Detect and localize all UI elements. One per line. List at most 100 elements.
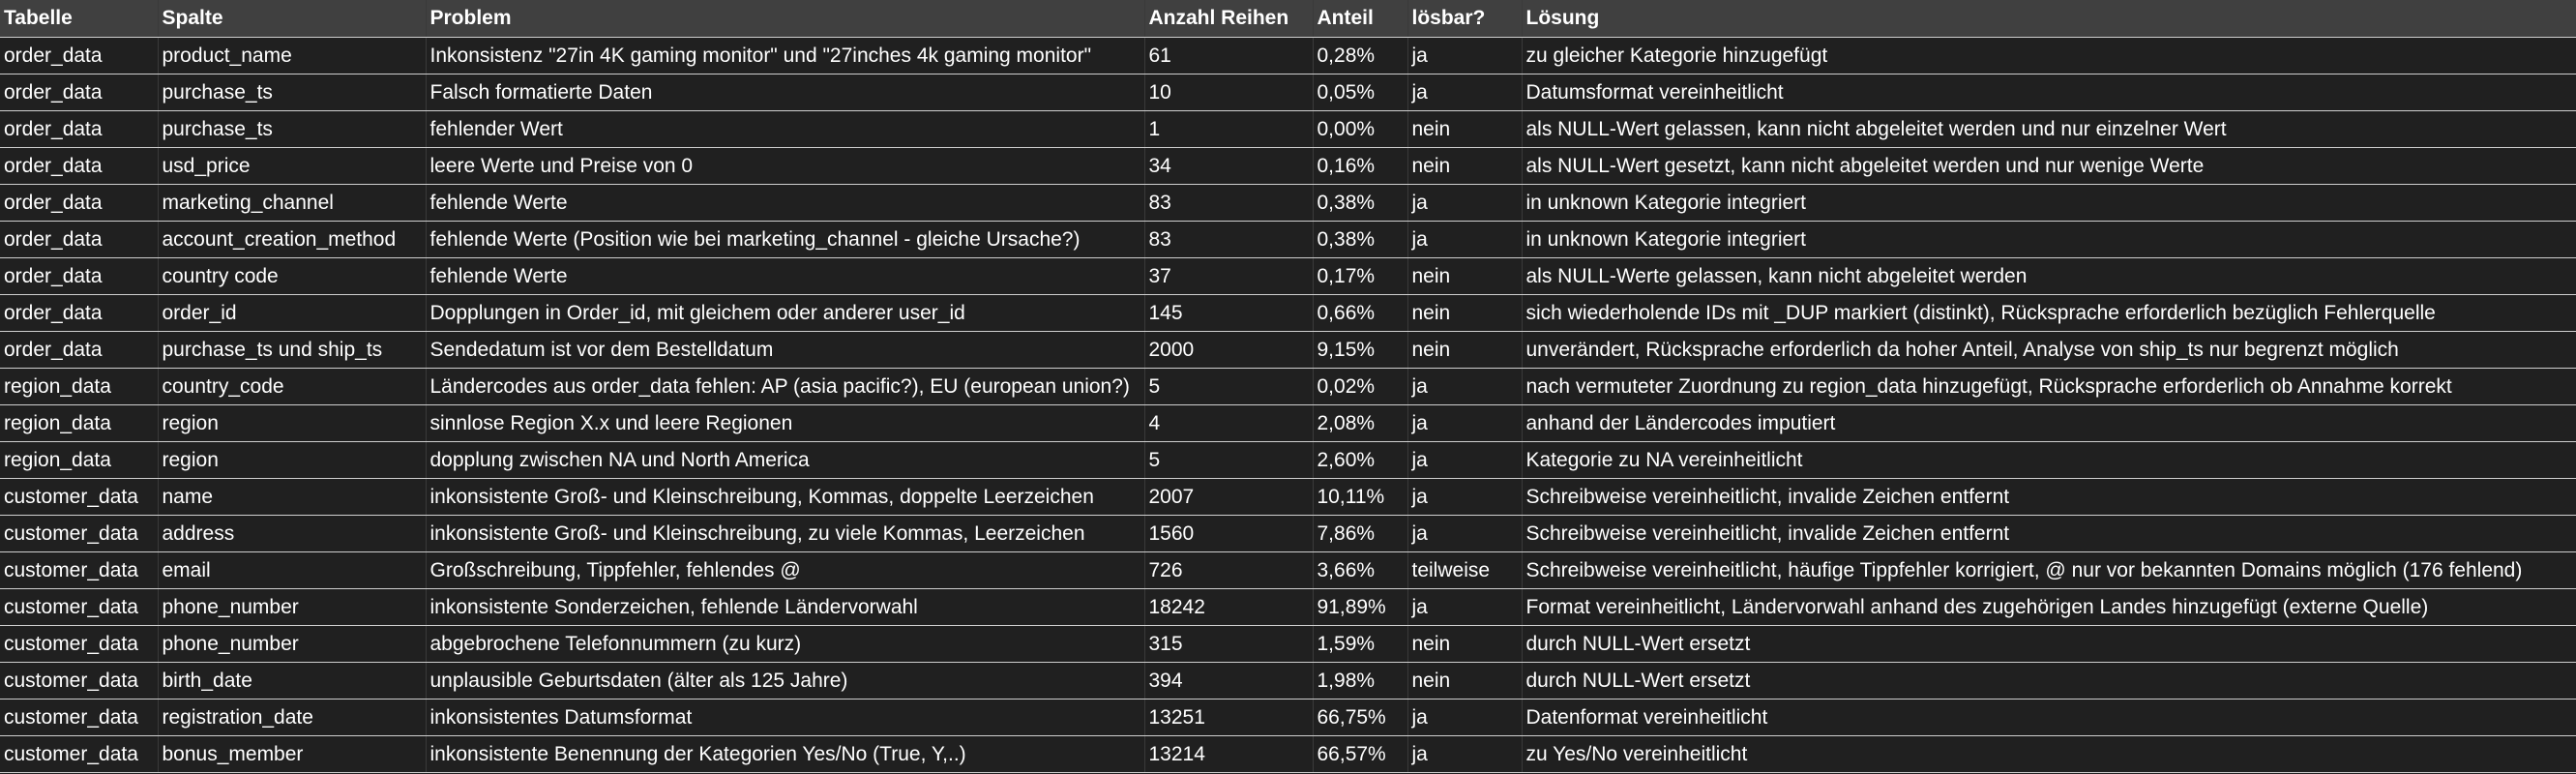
cell-loesbar[interactable]: ja bbox=[1407, 74, 1523, 111]
cell-anteil[interactable]: 7,86% bbox=[1313, 515, 1408, 552]
cell-spalte[interactable]: region bbox=[158, 404, 427, 442]
cell-anzahl-reihen[interactable]: 13214 bbox=[1144, 735, 1314, 773]
cell-spalte[interactable]: country_code bbox=[158, 368, 427, 405]
cell-problem[interactable]: Falsch formatierte Daten bbox=[426, 74, 1145, 111]
cell-spalte[interactable]: purchase_ts und ship_ts bbox=[158, 331, 427, 369]
cell-tabelle[interactable]: customer_data bbox=[0, 625, 159, 663]
cell-anteil[interactable]: 91,89% bbox=[1313, 588, 1408, 626]
cell-loesung[interactable]: als NULL-Wert gesetzt, kann nicht abgele… bbox=[1522, 147, 2576, 185]
cell-anteil[interactable]: 3,66% bbox=[1313, 551, 1408, 589]
header-cell-spalte[interactable]: Spalte bbox=[158, 0, 427, 38]
cell-spalte[interactable]: region bbox=[158, 441, 427, 479]
cell-anteil[interactable]: 9,15% bbox=[1313, 331, 1408, 369]
cell-spalte[interactable]: birth_date bbox=[158, 662, 427, 700]
cell-anzahl-reihen[interactable]: 83 bbox=[1144, 221, 1314, 258]
cell-anteil[interactable]: 0,17% bbox=[1313, 257, 1408, 295]
cell-loesbar[interactable]: teilweise bbox=[1407, 551, 1523, 589]
cell-anteil[interactable]: 0,38% bbox=[1313, 221, 1408, 258]
cell-anzahl-reihen[interactable]: 61 bbox=[1144, 37, 1314, 74]
cell-problem[interactable]: fehlender Wert bbox=[426, 110, 1145, 148]
cell-anzahl-reihen[interactable]: 1 bbox=[1144, 110, 1314, 148]
cell-loesbar[interactable]: ja bbox=[1407, 699, 1523, 736]
cell-loesung[interactable]: zu Yes/No vereinheitlicht bbox=[1522, 735, 2576, 773]
cell-anzahl-reihen[interactable]: 315 bbox=[1144, 625, 1314, 663]
cell-loesung[interactable]: anhand der Ländercodes imputiert bbox=[1522, 404, 2576, 442]
header-cell-anzahl-reihen[interactable]: Anzahl Reihen bbox=[1144, 0, 1314, 38]
cell-spalte[interactable]: order_id bbox=[158, 294, 427, 332]
cell-anzahl-reihen[interactable]: 2007 bbox=[1144, 478, 1314, 516]
cell-anteil[interactable]: 2,60% bbox=[1313, 441, 1408, 479]
cell-loesung[interactable]: durch NULL-Wert ersetzt bbox=[1522, 625, 2576, 663]
cell-problem[interactable]: inkonsistente Groß- und Kleinschreibung,… bbox=[426, 478, 1145, 516]
cell-loesbar[interactable]: ja bbox=[1407, 588, 1523, 626]
cell-problem[interactable]: Dopplungen in Order_id, mit gleichem ode… bbox=[426, 294, 1145, 332]
cell-anzahl-reihen[interactable]: 4 bbox=[1144, 404, 1314, 442]
cell-spalte[interactable]: purchase_ts bbox=[158, 110, 427, 148]
cell-loesbar[interactable]: ja bbox=[1407, 404, 1523, 442]
cell-loesbar[interactable]: ja bbox=[1407, 221, 1523, 258]
cell-anzahl-reihen[interactable]: 5 bbox=[1144, 441, 1314, 479]
cell-problem[interactable]: inkonsistentes Datumsformat bbox=[426, 699, 1145, 736]
cell-loesbar[interactable]: ja bbox=[1407, 184, 1523, 222]
cell-anzahl-reihen[interactable]: 34 bbox=[1144, 147, 1314, 185]
cell-loesbar[interactable]: ja bbox=[1407, 37, 1523, 74]
cell-anzahl-reihen[interactable]: 145 bbox=[1144, 294, 1314, 332]
cell-problem[interactable]: Großschreibung, Tippfehler, fehlendes @ bbox=[426, 551, 1145, 589]
cell-spalte[interactable]: usd_price bbox=[158, 147, 427, 185]
cell-tabelle[interactable]: order_data bbox=[0, 147, 159, 185]
cell-anzahl-reihen[interactable]: 18242 bbox=[1144, 588, 1314, 626]
cell-anteil[interactable]: 0,66% bbox=[1313, 294, 1408, 332]
cell-spalte[interactable]: registration_date bbox=[158, 699, 427, 736]
cell-loesbar[interactable]: nein bbox=[1407, 331, 1523, 369]
cell-problem[interactable]: fehlende Werte bbox=[426, 257, 1145, 295]
cell-tabelle[interactable]: order_data bbox=[0, 110, 159, 148]
cell-anzahl-reihen[interactable]: 10 bbox=[1144, 74, 1314, 111]
cell-anteil[interactable]: 0,00% bbox=[1313, 110, 1408, 148]
cell-tabelle[interactable]: customer_data bbox=[0, 551, 159, 589]
cell-loesbar[interactable]: nein bbox=[1407, 625, 1523, 663]
cell-anteil[interactable]: 66,75% bbox=[1313, 699, 1408, 736]
cell-loesbar[interactable]: nein bbox=[1407, 147, 1523, 185]
cell-spalte[interactable]: email bbox=[158, 551, 427, 589]
cell-spalte[interactable]: name bbox=[158, 478, 427, 516]
cell-problem[interactable]: abgebrochene Telefonnummern (zu kurz) bbox=[426, 625, 1145, 663]
cell-anzahl-reihen[interactable]: 5 bbox=[1144, 368, 1314, 405]
cell-loesbar[interactable]: nein bbox=[1407, 662, 1523, 700]
cell-spalte[interactable]: purchase_ts bbox=[158, 74, 427, 111]
cell-tabelle[interactable]: region_data bbox=[0, 441, 159, 479]
cell-tabelle[interactable]: order_data bbox=[0, 37, 159, 74]
cell-anteil[interactable]: 1,98% bbox=[1313, 662, 1408, 700]
cell-problem[interactable]: inkonsistente Groß- und Kleinschreibung,… bbox=[426, 515, 1145, 552]
cell-spalte[interactable]: marketing_channel bbox=[158, 184, 427, 222]
cell-problem[interactable]: leere Werte und Preise von 0 bbox=[426, 147, 1145, 185]
cell-loesbar[interactable]: ja bbox=[1407, 515, 1523, 552]
cell-anteil[interactable]: 0,28% bbox=[1313, 37, 1408, 74]
cell-loesbar[interactable]: nein bbox=[1407, 294, 1523, 332]
cell-tabelle[interactable]: customer_data bbox=[0, 515, 159, 552]
cell-spalte[interactable]: bonus_member bbox=[158, 735, 427, 773]
cell-anzahl-reihen[interactable]: 394 bbox=[1144, 662, 1314, 700]
cell-anzahl-reihen[interactable]: 2000 bbox=[1144, 331, 1314, 369]
header-cell-anteil[interactable]: Anteil bbox=[1313, 0, 1408, 38]
cell-loesbar[interactable]: ja bbox=[1407, 441, 1523, 479]
cell-problem[interactable]: fehlende Werte bbox=[426, 184, 1145, 222]
cell-problem[interactable]: unplausible Geburtsdaten (älter als 125 … bbox=[426, 662, 1145, 700]
cell-problem[interactable]: inkonsistente Benennung der Kategorien Y… bbox=[426, 735, 1145, 773]
cell-spalte[interactable]: product_name bbox=[158, 37, 427, 74]
cell-anteil[interactable]: 0,05% bbox=[1313, 74, 1408, 111]
cell-loesbar[interactable]: ja bbox=[1407, 478, 1523, 516]
cell-problem[interactable]: Sendedatum ist vor dem Bestelldatum bbox=[426, 331, 1145, 369]
cell-anteil[interactable]: 0,02% bbox=[1313, 368, 1408, 405]
header-cell-loesbar[interactable]: lösbar? bbox=[1407, 0, 1523, 38]
cell-loesung[interactable]: Datumsformat vereinheitlicht bbox=[1522, 74, 2576, 111]
header-cell-tabelle[interactable]: Tabelle bbox=[0, 0, 159, 38]
cell-tabelle[interactable]: order_data bbox=[0, 294, 159, 332]
cell-tabelle[interactable]: customer_data bbox=[0, 478, 159, 516]
cell-tabelle[interactable]: order_data bbox=[0, 331, 159, 369]
cell-spalte[interactable]: address bbox=[158, 515, 427, 552]
cell-anteil[interactable]: 10,11% bbox=[1313, 478, 1408, 516]
cell-spalte[interactable]: phone_number bbox=[158, 588, 427, 626]
cell-loesung[interactable]: Kategorie zu NA vereinheitlicht bbox=[1522, 441, 2576, 479]
cell-tabelle[interactable]: region_data bbox=[0, 404, 159, 442]
cell-problem[interactable]: dopplung zwischen NA und North America bbox=[426, 441, 1145, 479]
